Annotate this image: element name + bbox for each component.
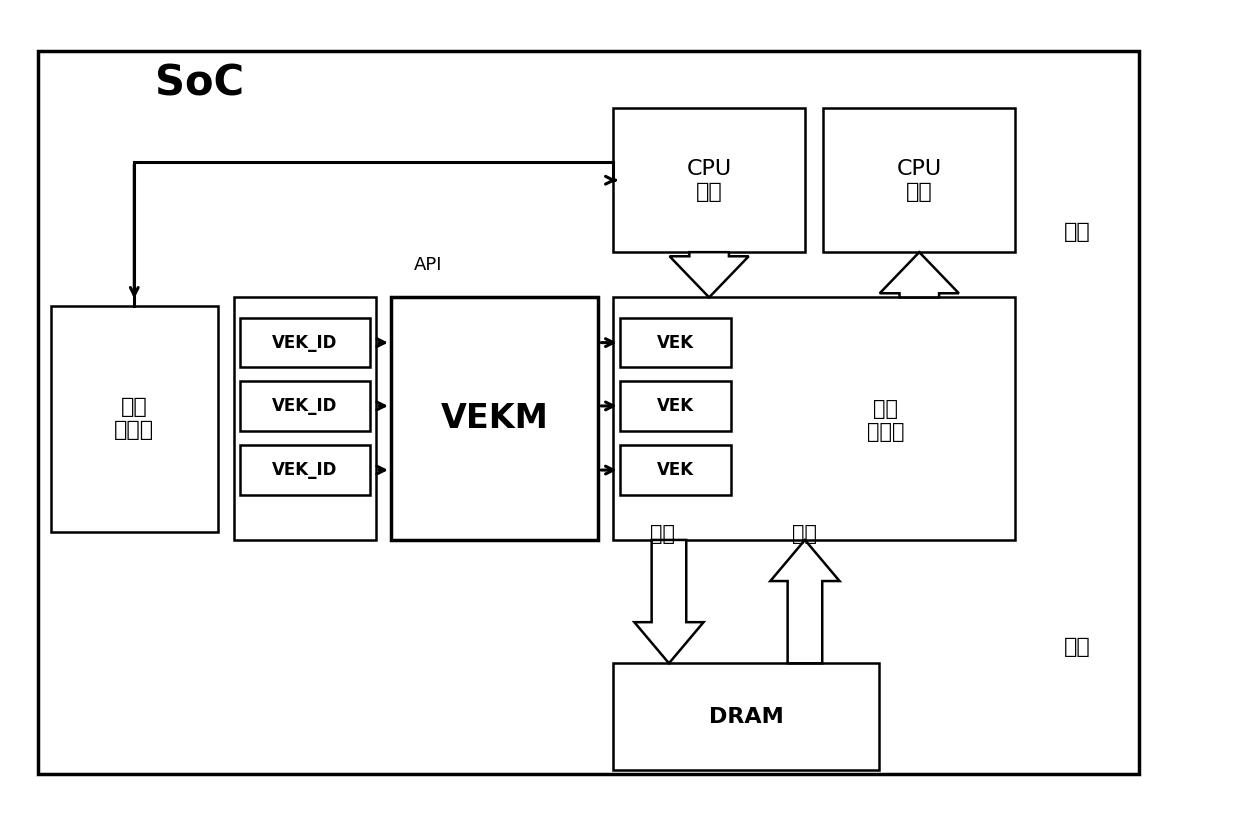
Text: CPU
核心: CPU 核心 — [897, 158, 942, 202]
Polygon shape — [880, 252, 959, 297]
Text: 解密: 解密 — [793, 524, 818, 544]
Text: VEK: VEK — [657, 461, 694, 479]
Text: 密文: 密文 — [1063, 637, 1090, 657]
Bar — [240, 381, 369, 431]
Bar — [240, 318, 369, 367]
Text: VEK_ID: VEK_ID — [273, 461, 337, 479]
Bar — [613, 297, 1015, 540]
Bar — [390, 297, 598, 540]
Bar — [38, 50, 1139, 775]
Text: VEK_ID: VEK_ID — [273, 333, 337, 351]
Bar — [620, 318, 731, 367]
Text: VEK_ID: VEK_ID — [273, 397, 337, 415]
Bar — [234, 297, 375, 540]
Text: 加密: 加密 — [650, 524, 675, 544]
Bar — [620, 446, 731, 495]
Bar — [613, 108, 805, 252]
Bar — [240, 446, 369, 495]
Bar — [613, 663, 880, 771]
Text: VEK: VEK — [657, 333, 694, 351]
Bar — [824, 108, 1015, 252]
Text: VEK: VEK — [657, 397, 694, 415]
Text: 安全
处理器: 安全 处理器 — [114, 397, 155, 441]
Text: VEKM: VEKM — [441, 402, 549, 435]
Text: CPU
核心: CPU 核心 — [686, 158, 732, 202]
Text: API: API — [414, 256, 442, 274]
Polygon shape — [634, 540, 704, 663]
Text: DRAM: DRAM — [709, 707, 783, 727]
Text: SoC: SoC — [155, 63, 244, 105]
Polygon shape — [669, 252, 748, 297]
Text: 内存
控制器: 内存 控制器 — [866, 399, 904, 442]
Text: 明文: 明文 — [1063, 222, 1090, 242]
Bar — [620, 381, 731, 431]
Bar — [51, 305, 218, 532]
Polygon shape — [771, 540, 840, 663]
